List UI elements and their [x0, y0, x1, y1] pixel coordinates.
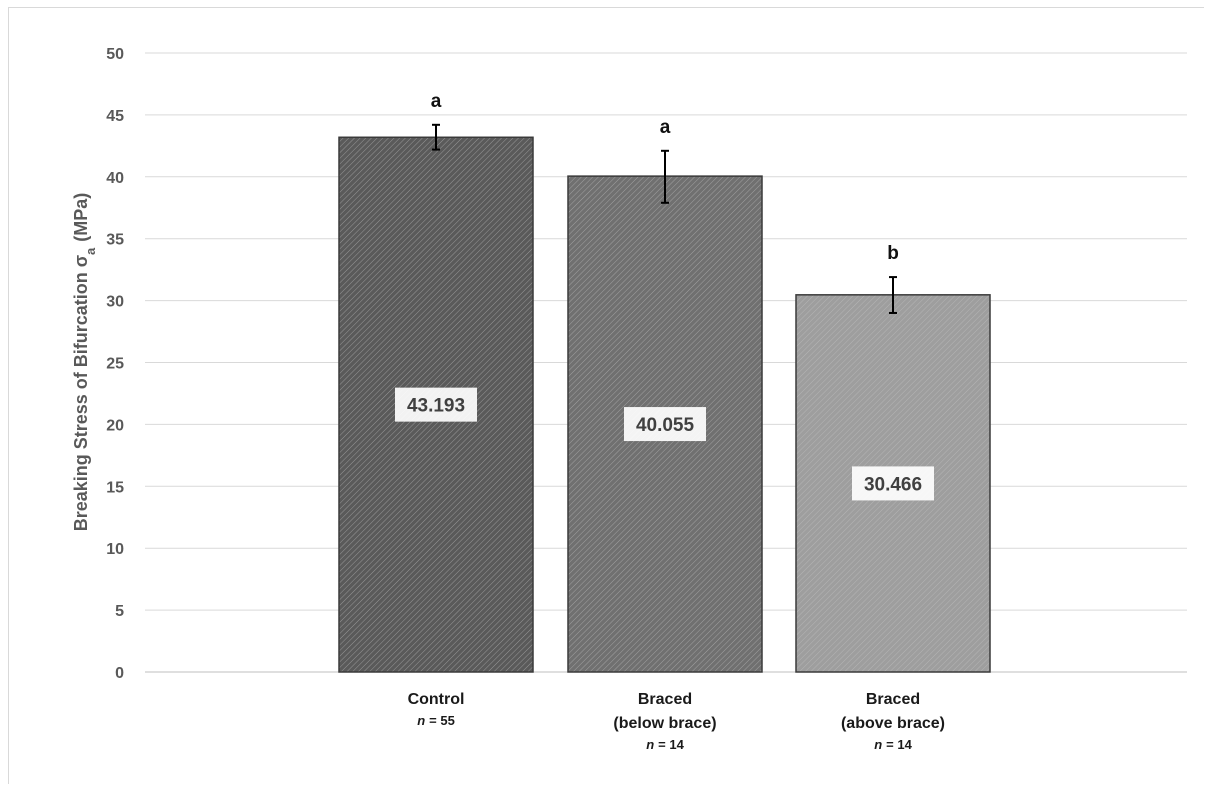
sample-size-label: n = 14: [646, 737, 684, 752]
chart-frame: [8, 7, 1204, 784]
y-tick-label: 10: [106, 541, 124, 558]
sample-size-n: n: [874, 737, 882, 752]
data-label-box: [624, 407, 706, 442]
category-label: Braced: [638, 691, 692, 708]
y-axis-label-unit: (MPa): [71, 193, 91, 242]
y-tick-label: 50: [106, 46, 124, 63]
sample-size-value: = 55: [429, 713, 455, 728]
category-label: (below brace): [613, 715, 716, 732]
data-label-box: [852, 466, 934, 501]
significance-letter: a: [660, 117, 671, 138]
y-axis-label-subscript: a: [83, 247, 98, 255]
y-tick-label: 15: [106, 479, 124, 496]
y-tick-label: 5: [115, 603, 124, 620]
significance-letter: a: [431, 91, 442, 112]
data-labels: a 43.193 a 40.055 b 30.466: [395, 91, 934, 501]
data-label: 40.055: [636, 415, 695, 436]
x-axis-categories: Control n = 55 Braced (below brace) n = 14 Brac…: [408, 691, 945, 752]
y-tick-label: 20: [106, 417, 124, 434]
category-label: Braced: [866, 691, 920, 708]
y-axis-ticks: 0 5 10 15 20 25 30 35 40 45 50: [106, 46, 124, 682]
significance-letter: b: [887, 243, 899, 264]
y-axis-label: Breaking Stress of Bifurcation σa (MPa): [71, 193, 98, 532]
y-tick-label: 40: [106, 170, 124, 187]
sample-size-value: = 14: [658, 737, 684, 752]
y-tick-label: 0: [115, 665, 124, 682]
y-tick-label: 45: [106, 108, 124, 125]
sample-size-value: = 14: [886, 737, 912, 752]
sample-size-label: n = 14: [874, 737, 912, 752]
category-label: Control: [408, 691, 465, 708]
y-tick-label: 25: [106, 356, 124, 373]
y-axis-label-main: Breaking Stress of Bifurcation σ: [71, 255, 91, 531]
sample-size-n: n: [646, 737, 654, 752]
data-label: 43.193: [407, 396, 465, 417]
y-tick-label: 35: [106, 232, 124, 249]
error-bars: [432, 123, 897, 314]
y-tick-label: 30: [106, 294, 124, 311]
data-label: 30.466: [864, 474, 922, 495]
sample-size-label: n = 55: [417, 713, 455, 728]
category-label: (above brace): [841, 715, 945, 732]
sample-size-n: n: [417, 713, 425, 728]
data-label-box: [395, 387, 477, 422]
